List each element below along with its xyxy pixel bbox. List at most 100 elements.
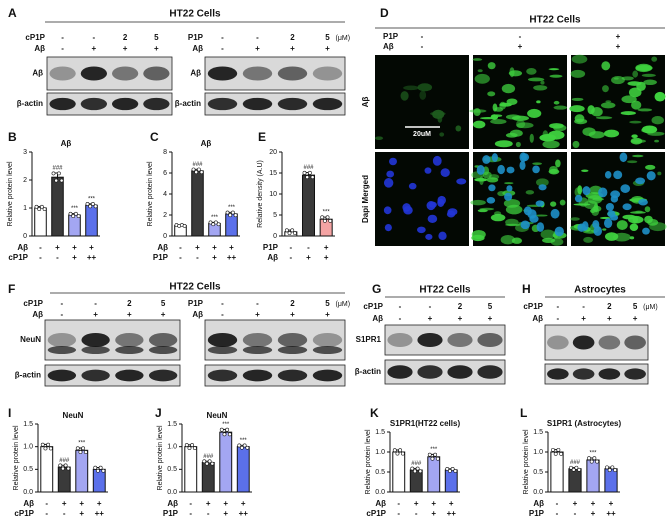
significance: *** bbox=[589, 451, 597, 457]
bar bbox=[75, 449, 89, 493]
unit-label: (μM) bbox=[336, 301, 351, 308]
condition-name: P1P bbox=[153, 253, 169, 262]
condition-value: - bbox=[189, 509, 192, 518]
blot-strip bbox=[204, 364, 346, 387]
bar bbox=[57, 466, 71, 493]
replicate-point bbox=[225, 427, 230, 432]
blot-band bbox=[148, 369, 178, 382]
panel-label: G bbox=[372, 282, 381, 296]
nucleus bbox=[403, 205, 413, 215]
replicate-point bbox=[553, 452, 558, 456]
condition-value: - bbox=[421, 32, 424, 41]
condition-value: + bbox=[123, 44, 128, 53]
condition-value: - bbox=[556, 509, 559, 518]
condition-name: Aβ bbox=[372, 314, 383, 323]
replicate-point bbox=[287, 231, 292, 236]
replicate-point bbox=[40, 442, 45, 447]
condition-value: + bbox=[229, 243, 234, 252]
nucleus bbox=[577, 223, 587, 232]
blot-band bbox=[242, 369, 273, 382]
blot-band bbox=[207, 346, 238, 354]
replicate-point bbox=[430, 456, 435, 461]
nucleus bbox=[523, 206, 532, 216]
significance: ### bbox=[303, 165, 314, 171]
replicate-point bbox=[577, 467, 582, 472]
panel-title: Astrocytes bbox=[574, 285, 626, 296]
row-label: Aβ bbox=[361, 97, 370, 108]
condition-value: + bbox=[72, 253, 77, 262]
condition-value: - bbox=[582, 302, 585, 311]
replicate-point bbox=[210, 461, 215, 466]
condition-value: + bbox=[431, 499, 436, 508]
blot-band bbox=[312, 66, 343, 81]
panel-label: J bbox=[155, 406, 162, 420]
blot-band bbox=[242, 333, 273, 347]
cell bbox=[604, 129, 620, 138]
nucleus bbox=[619, 152, 628, 163]
replicate-point bbox=[398, 448, 403, 453]
cell bbox=[504, 182, 514, 185]
nucleus bbox=[447, 208, 458, 216]
condition-value: - bbox=[307, 243, 310, 252]
panel-label: B bbox=[8, 130, 17, 144]
cell bbox=[600, 102, 616, 109]
bar bbox=[184, 446, 198, 493]
band-label: Aβ bbox=[32, 69, 43, 78]
bar bbox=[219, 431, 233, 493]
condition-value: 2 bbox=[290, 299, 295, 308]
chart-title: NeuN bbox=[63, 411, 84, 420]
y-tick-label: 1.5 bbox=[167, 421, 177, 428]
cell bbox=[641, 128, 646, 133]
condition-value: - bbox=[256, 33, 259, 42]
significance: *** bbox=[228, 205, 236, 211]
condition-value: + bbox=[255, 44, 260, 53]
condition-value: + bbox=[241, 499, 246, 508]
blot-band bbox=[477, 333, 503, 347]
replicate-point bbox=[595, 459, 600, 464]
micrograph bbox=[469, 55, 568, 149]
condition-value: - bbox=[179, 243, 182, 252]
blot-band bbox=[112, 66, 139, 81]
replicate-point bbox=[57, 171, 61, 176]
condition-name: P1P bbox=[383, 32, 399, 41]
nucleus bbox=[437, 195, 446, 205]
y-axis-label: Relative protein level bbox=[365, 429, 372, 494]
condition-name: Aβ bbox=[34, 44, 45, 53]
y-tick-label: 20 bbox=[269, 149, 277, 156]
bar bbox=[444, 469, 458, 493]
condition-value: - bbox=[397, 509, 400, 518]
panel-label: K bbox=[370, 406, 379, 420]
replicate-point bbox=[310, 175, 315, 180]
cell bbox=[657, 171, 662, 176]
condition-value: 5 bbox=[488, 302, 493, 311]
condition-value: + bbox=[458, 314, 463, 323]
y-tick-label: 1.0 bbox=[23, 444, 33, 451]
cell bbox=[472, 120, 486, 129]
condition-value: + bbox=[79, 499, 84, 508]
cell bbox=[654, 139, 659, 143]
nucleus bbox=[506, 166, 515, 174]
cell bbox=[419, 90, 427, 100]
condition-name: P1P bbox=[188, 33, 204, 42]
condition-value: + bbox=[290, 44, 295, 53]
replicate-point bbox=[613, 468, 618, 472]
micrograph-bg bbox=[375, 55, 469, 149]
significance: *** bbox=[240, 438, 248, 444]
condition-name: cP1P bbox=[14, 509, 34, 518]
cell bbox=[644, 206, 651, 213]
replicate-point bbox=[415, 466, 420, 471]
blot-band bbox=[312, 333, 343, 347]
nucleus bbox=[593, 226, 602, 236]
nucleus bbox=[383, 178, 394, 188]
replicate-point bbox=[75, 446, 80, 451]
nucleus bbox=[440, 168, 450, 177]
replicate-point bbox=[63, 463, 68, 468]
panel-title: HT22 Cells bbox=[529, 15, 581, 26]
replicate-point bbox=[605, 465, 609, 470]
condition-name: cP1P bbox=[23, 299, 43, 308]
replicate-point bbox=[192, 446, 197, 451]
nucleus bbox=[486, 197, 496, 204]
blot-band bbox=[47, 333, 77, 347]
